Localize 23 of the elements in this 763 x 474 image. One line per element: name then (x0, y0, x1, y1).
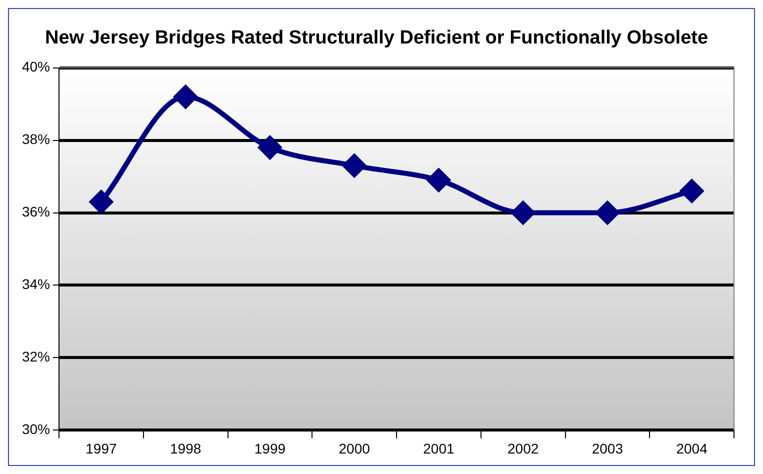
x-tick-label: 1998 (170, 440, 202, 456)
point (512, 201, 535, 224)
y-tick-label: 36% (22, 204, 50, 220)
point (596, 201, 619, 224)
x-tick-label: 2003 (592, 440, 624, 456)
y-tick-label: 34% (22, 276, 50, 292)
point (258, 136, 282, 160)
y-tick-label: 32% (22, 348, 50, 365)
chart-title: New Jersey Bridges Rated Structurally Deficient or Functionally Obsolete (44, 28, 708, 49)
x-tick-label: 2002 (507, 440, 539, 456)
point (427, 168, 450, 192)
x-tick-label: 2001 (423, 440, 454, 456)
y-tick-label: 38% (22, 131, 50, 148)
point (342, 154, 366, 178)
y-tick-label: 30% (22, 421, 50, 438)
y-tick-label: 40% (22, 58, 50, 75)
x-tick-label: 1999 (254, 440, 286, 456)
x-tick-label: 1997 (86, 440, 117, 456)
point (90, 190, 113, 214)
point (680, 180, 704, 203)
x-tick-label: 2000 (338, 440, 370, 456)
x-tick-label: 2004 (676, 440, 708, 456)
point (174, 85, 198, 108)
